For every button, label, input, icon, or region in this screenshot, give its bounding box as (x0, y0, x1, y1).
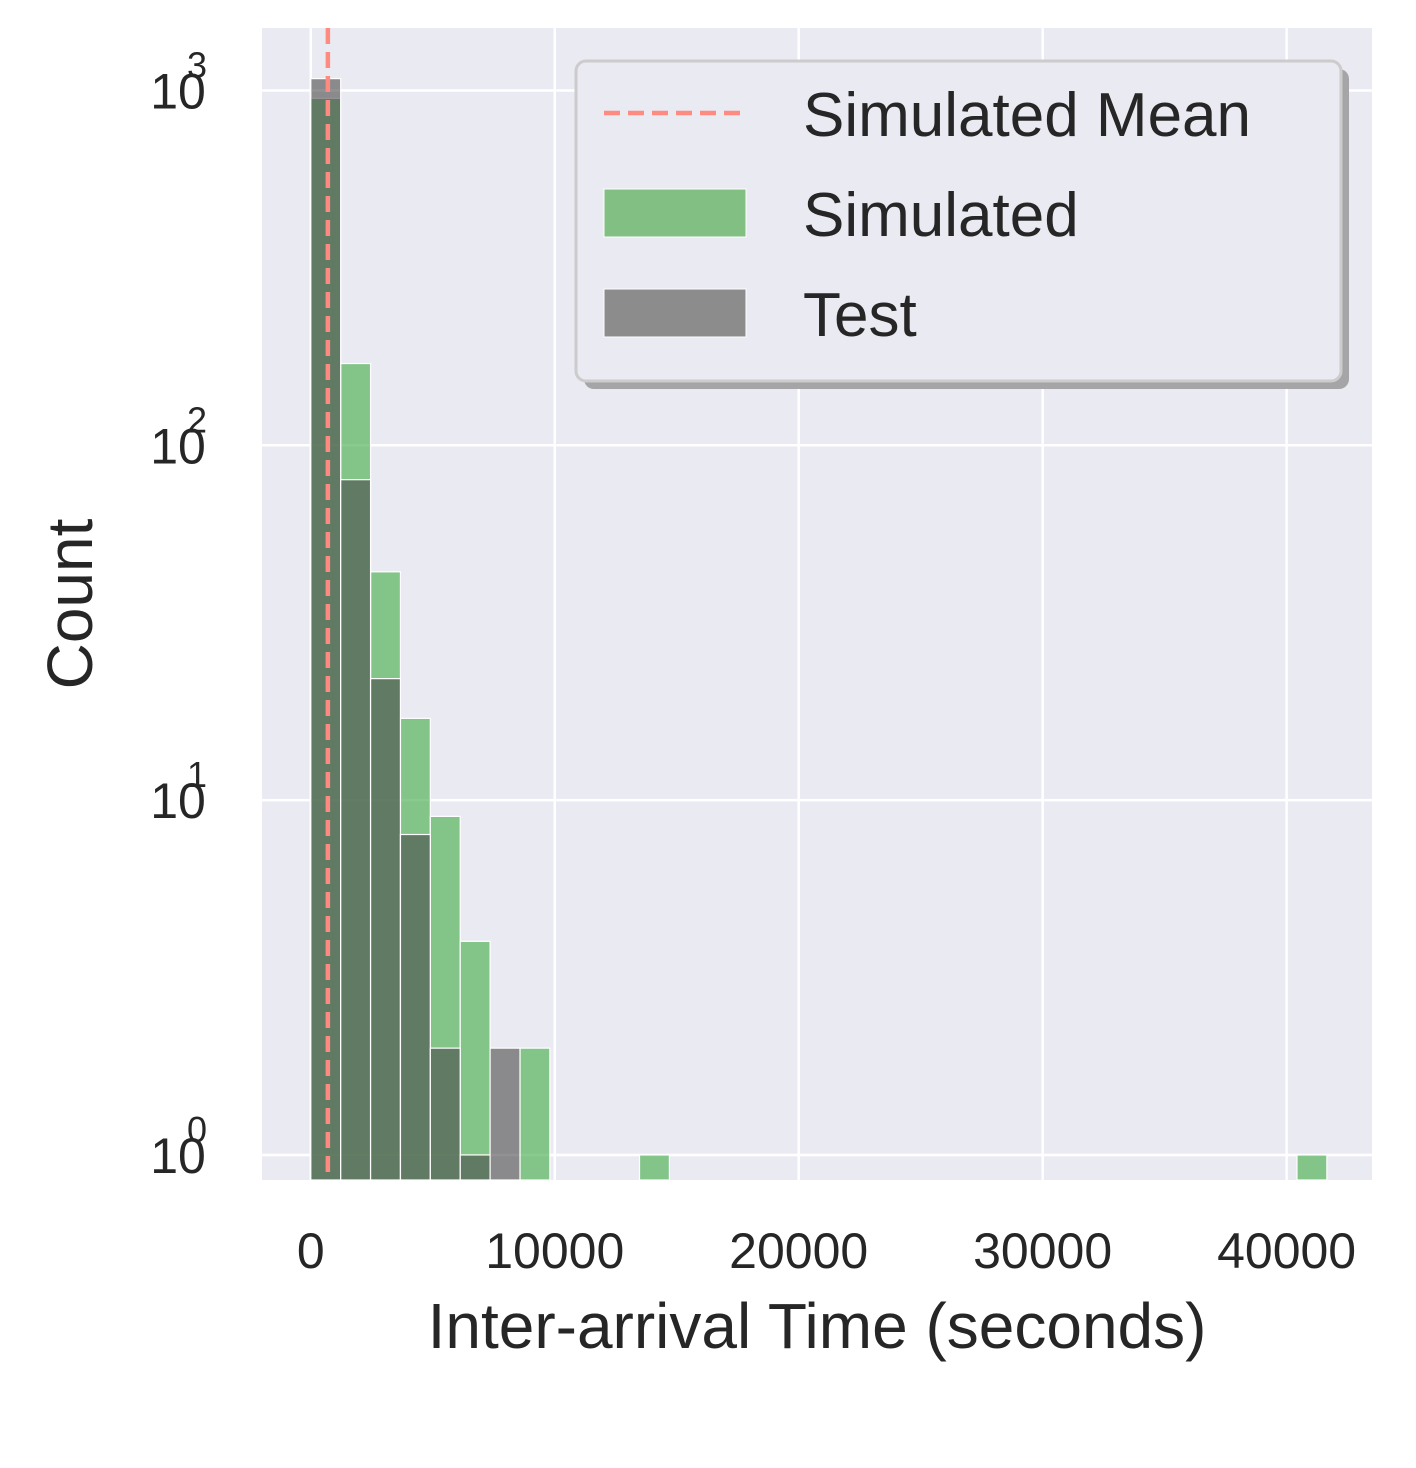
legend-label-simulated-mean: Simulated Mean (803, 81, 1251, 150)
y-tick-exponent: 1 (187, 754, 207, 795)
y-axis-label: Count (34, 518, 106, 689)
y-tick-exponent: 2 (187, 399, 207, 440)
test-bar (340, 479, 372, 1181)
x-tick-labels: 0 10000 20000 30000 40000 (297, 1223, 1356, 1279)
y-tick-label: 101 (150, 754, 207, 829)
y-tick-label: 100 (150, 1109, 207, 1184)
x-tick-label: 20000 (729, 1223, 868, 1279)
test-bar (369, 678, 402, 1181)
simulated-bar (1296, 1154, 1328, 1181)
simulated-bar (459, 940, 491, 1181)
y-tick-label: 103 (150, 44, 207, 119)
x-tick-label: 30000 (973, 1223, 1112, 1279)
y-tick-base: 10 (150, 773, 206, 829)
y-tick-base: 10 (150, 418, 206, 474)
legend-label-simulated: Simulated (803, 181, 1079, 250)
test-bar (489, 1047, 521, 1181)
x-tick-label: 40000 (1217, 1223, 1356, 1279)
simulated-bar (638, 1154, 671, 1181)
test-bar (459, 1154, 491, 1181)
legend-label-test: Test (803, 281, 917, 350)
y-tick-exponent: 3 (187, 44, 207, 85)
legend: Simulated Mean Simulated Test (574, 59, 1349, 389)
x-tick-label: 0 (297, 1223, 325, 1279)
test-bar (399, 833, 431, 1181)
legend-simulated-swatch (603, 188, 747, 238)
y-tick-label: 102 (150, 399, 207, 474)
legend-box (574, 59, 1343, 383)
legend-test-swatch (603, 288, 747, 338)
y-tick-base: 10 (150, 63, 206, 119)
test-bar (429, 1047, 461, 1181)
x-axis-label: Inter-arrival Time (seconds) (428, 1290, 1207, 1362)
y-tick-base: 10 (150, 1128, 206, 1184)
y-tick-exponent: 0 (187, 1109, 207, 1150)
x-tick-label: 10000 (485, 1223, 624, 1279)
simulated-bar (519, 1047, 551, 1181)
